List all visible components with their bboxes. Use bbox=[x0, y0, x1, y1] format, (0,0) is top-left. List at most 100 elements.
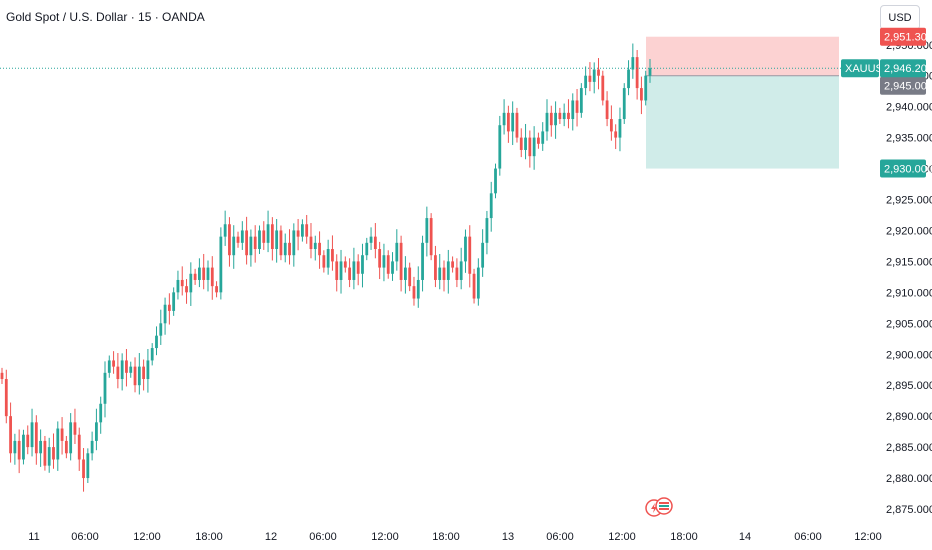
candle bbox=[47, 437, 51, 473]
candle-body bbox=[193, 273, 197, 280]
last-price-tag: 2,946.205 bbox=[880, 59, 932, 78]
candle-body bbox=[567, 112, 570, 120]
candle bbox=[236, 231, 240, 248]
candle bbox=[86, 448, 90, 484]
candle bbox=[69, 413, 73, 461]
candle bbox=[146, 348, 150, 393]
candle bbox=[485, 210, 489, 255]
candle bbox=[399, 235, 403, 292]
candle bbox=[361, 243, 364, 288]
candle bbox=[352, 247, 356, 290]
price-axis[interactable]: 2,875.000 2,880.000 2,885.000 2,890.000 2,89… bbox=[886, 40, 932, 516]
candle bbox=[579, 83, 583, 118]
candle bbox=[395, 229, 399, 271]
candle-body bbox=[622, 88, 626, 120]
time-tick-label: 12:00 bbox=[371, 531, 399, 543]
candle bbox=[408, 262, 412, 292]
candle-body bbox=[524, 137, 527, 150]
candle bbox=[348, 258, 352, 288]
candle bbox=[635, 50, 639, 100]
candle bbox=[584, 66, 588, 96]
time-axis[interactable]: 11 06:00 12:00 18:00 12 06:00 12:00 18:00 13 06:0… bbox=[28, 531, 881, 543]
candle-body bbox=[395, 242, 399, 262]
time-tick-label: 18:00 bbox=[432, 531, 460, 543]
candle bbox=[356, 254, 360, 286]
candle bbox=[468, 225, 472, 288]
candle bbox=[34, 415, 38, 465]
candle-body bbox=[116, 366, 120, 380]
candle-body bbox=[318, 242, 321, 256]
candle-body bbox=[137, 366, 141, 386]
candle-body bbox=[601, 75, 605, 101]
candle-body bbox=[554, 112, 557, 126]
candle-body bbox=[588, 75, 592, 82]
price-tick-label: 2,905.000 bbox=[886, 318, 932, 330]
candle-body bbox=[60, 428, 64, 441]
candle-body bbox=[99, 403, 103, 423]
candle bbox=[322, 250, 326, 273]
candle-body bbox=[412, 286, 416, 299]
price-tick-label: 2,920.000 bbox=[886, 225, 932, 237]
candle-body bbox=[481, 242, 485, 268]
candle-body bbox=[313, 242, 317, 250]
candle bbox=[365, 237, 369, 261]
candle-body bbox=[627, 69, 630, 89]
flag-icon[interactable] bbox=[655, 497, 673, 515]
candle-body bbox=[464, 236, 467, 262]
candle-body bbox=[485, 218, 489, 243]
candle-body bbox=[335, 261, 339, 280]
candle-body bbox=[562, 112, 566, 120]
candle bbox=[412, 276, 416, 306]
candle-body bbox=[215, 286, 218, 293]
candle-body bbox=[309, 236, 313, 250]
candle bbox=[438, 253, 442, 290]
candle bbox=[270, 217, 274, 261]
candle-body bbox=[73, 422, 77, 435]
candle-body bbox=[172, 292, 176, 311]
price-tick-label: 2,885.000 bbox=[886, 442, 932, 454]
entry-price-tag-bg bbox=[880, 76, 926, 95]
candle-body bbox=[146, 360, 150, 380]
candle-body bbox=[30, 422, 34, 448]
candle bbox=[150, 343, 154, 366]
candle bbox=[159, 309, 163, 345]
candle bbox=[180, 266, 184, 296]
candle bbox=[13, 433, 17, 465]
candle bbox=[90, 431, 94, 461]
candle-body bbox=[34, 422, 38, 454]
candle-body bbox=[82, 459, 85, 479]
candle-body bbox=[609, 119, 613, 132]
candle-body bbox=[506, 112, 510, 132]
candle bbox=[446, 249, 450, 294]
candle bbox=[73, 408, 77, 445]
candle-body bbox=[232, 236, 236, 256]
last-price-tag-bg bbox=[880, 59, 926, 78]
candle-body bbox=[442, 267, 446, 280]
candle-body bbox=[614, 131, 618, 138]
candle-body bbox=[219, 236, 223, 293]
event-icons[interactable] bbox=[645, 497, 673, 517]
candle-body bbox=[386, 255, 390, 274]
candle-body bbox=[210, 267, 214, 287]
candle bbox=[622, 83, 626, 124]
candle bbox=[52, 433, 55, 469]
candle bbox=[326, 239, 330, 275]
candle bbox=[223, 210, 227, 246]
candle-body bbox=[584, 75, 588, 89]
candle-body bbox=[279, 230, 283, 256]
candle-body bbox=[537, 137, 540, 144]
candle bbox=[391, 252, 394, 281]
candle bbox=[648, 58, 652, 83]
candle bbox=[498, 115, 502, 176]
candle bbox=[206, 260, 210, 292]
candle bbox=[425, 206, 429, 257]
candle-body bbox=[249, 236, 253, 256]
candle bbox=[64, 435, 68, 459]
candle bbox=[640, 76, 643, 115]
candle bbox=[125, 348, 128, 387]
candle bbox=[335, 254, 339, 292]
candle-body bbox=[468, 236, 472, 274]
candle-body bbox=[185, 286, 188, 293]
candle-body bbox=[545, 112, 549, 132]
